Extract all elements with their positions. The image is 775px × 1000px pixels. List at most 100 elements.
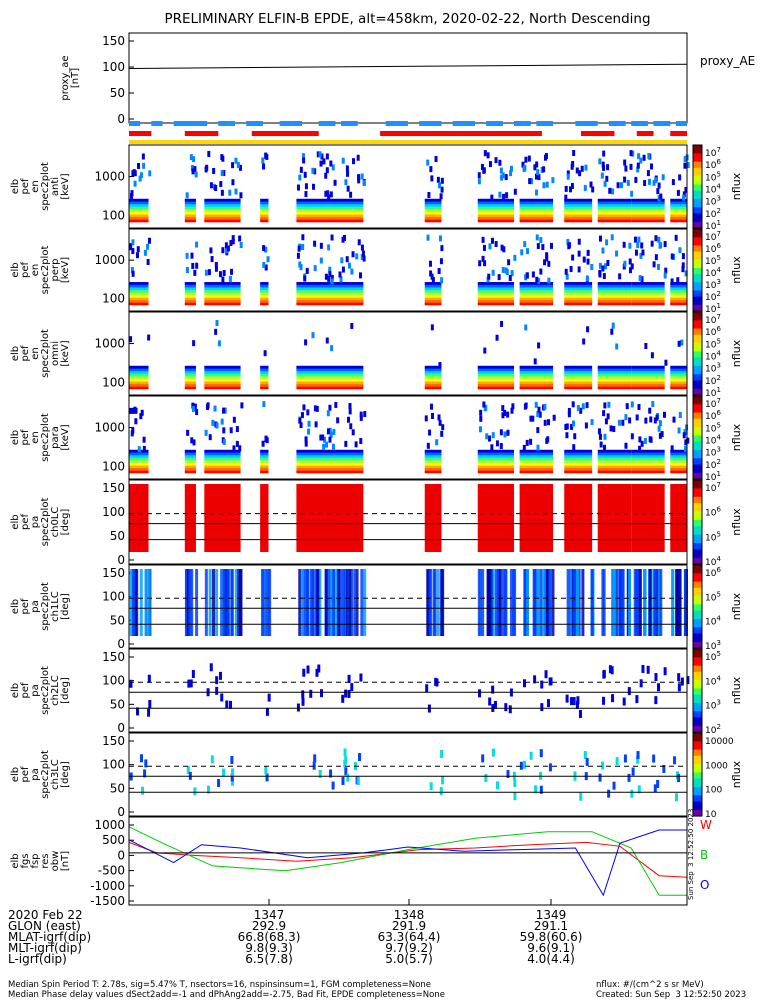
- panel-pef_en_spec2plot_perp-ylabel-line: pef: [20, 262, 31, 279]
- panel-pef_pa_spec2plot_ch1LC-flux-column: [135, 569, 139, 636]
- panel-pef_pa_spec2plot_ch1LC-colorbar-band: [693, 631, 702, 635]
- panel-pef_en_spec2plot_perp-flux-speck: [351, 251, 355, 258]
- panel-pef_en_spec2plot_anti-energy-band: [597, 201, 632, 205]
- panel-pef_en_spec2plot_perp-flux-speck: [330, 274, 334, 281]
- panel-pef_en_spec2plot_omni-energy-band: [631, 365, 665, 369]
- panel-pef_pa_spec2plot_ch0LC-ylabel-line: spec2plot: [40, 498, 51, 547]
- panel-pef_en_spec2plot_omni-colorbar-band: [693, 361, 702, 365]
- panel-pef_en_spec2plot_para-flux-speck: [603, 433, 607, 440]
- panel-pef_en_spec2plot_para-energy-band: [631, 449, 665, 453]
- panel-pef_en_spec2plot_perp-flux-speck: [664, 267, 668, 274]
- panel-pef_en_spec2plot_para-flux-speck: [359, 414, 363, 421]
- panel-pef_en_spec2plot_perp-energy-band: [260, 292, 269, 296]
- panel-pef_en_spec2plot_perp-energy-band: [477, 289, 515, 293]
- panel-pef_en_spec2plot_para-flux-speck: [640, 440, 644, 447]
- panel-pef_en_spec2plot_perp-flux-speck: [622, 241, 626, 248]
- panel-pef_en_spec2plot_anti-flux-speck: [430, 175, 434, 182]
- panel-pef_en_spec2plot_anti-energy-band: [184, 198, 196, 202]
- panel-pef_en_spec2plot_anti-flux-speck: [686, 162, 690, 169]
- panel-pef_en_spec2plot_omni-colorbar-band: [693, 324, 702, 328]
- panel-pef_pa_spec2plot_ch1LC-flux-column: [353, 569, 357, 636]
- panel-pef_en_spec2plot_para-energy-band: [564, 454, 593, 458]
- panel-pef_pa_spec2plot_ch3LC-colorbar-frame: [692, 732, 703, 817]
- panel-pef_en_spec2plot_anti-energy-band: [597, 214, 632, 218]
- panel-pef_en_spec2plot_para-energy-band: [260, 462, 269, 466]
- panel-pef_en_spec2plot_anti-flux-speck: [535, 161, 539, 168]
- panel-pef_en_spec2plot_para-flux-speck: [538, 411, 542, 418]
- panel-pef_en_spec2plot_para-energy-band: [204, 454, 241, 458]
- panel-pef_en_spec2plot_para-colorbar-band: [693, 466, 702, 470]
- panel-pef_pa_spec2plot_ch0LC-ylabel-line: [deg]: [60, 509, 71, 536]
- panel-pef_en_spec2plot_anti-energy-band: [204, 198, 241, 202]
- panel-pef_en_spec2plot_perp-flux-speck: [264, 264, 268, 271]
- panel-pef_pa_spec2plot_ch1LC-flux-column: [481, 569, 485, 636]
- panel-pef_en_spec2plot_perp-energy-band: [184, 284, 196, 288]
- panel-pef_en_spec2plot_anti-energy-band: [260, 214, 269, 218]
- panel-pef_pa_spec2plot_ch2LC-frame: [128, 648, 688, 733]
- panel-pef_en_spec2plot_perp-frame: [128, 228, 688, 312]
- panel-pef_en_spec2plot_omni-flux-speck: [586, 326, 590, 333]
- panel-pef_en_spec2plot_perp-energy-band: [184, 282, 196, 285]
- panel-pef_en_spec2plot_perp-energy-band: [519, 284, 554, 288]
- panel-pef_en_spec2plot_anti-ylabel-line: en: [30, 180, 41, 193]
- panel-pef_en_spec2plot_para-flux-speck: [658, 420, 662, 427]
- panel-pef_en_spec2plot_para-flux-speck: [531, 415, 535, 422]
- panel-pef_en_spec2plot_para-energy-band: [670, 460, 687, 463]
- panel-pef_en_spec2plot_para-flux-speck: [229, 427, 233, 434]
- panel-pef_pa_spec2plot_ch3LC-flux-speck: [623, 754, 627, 763]
- panel-pef_pa_spec2plot_ch3LC-flux-speck: [612, 781, 616, 790]
- panel-pef_en_spec2plot_omni-colorbar-band: [693, 359, 702, 363]
- panel-pef_en_spec2plot_anti-flux-speck: [671, 179, 675, 186]
- panel-pef_en_spec2plot_para-colorbar-band: [693, 408, 702, 412]
- panel-pef_pa_spec2plot_ch3LC-colorbar-band: [693, 749, 702, 753]
- panel-pef_en_spec2plot_anti-energy-band: [184, 203, 196, 207]
- panel-pef_en_spec2plot_para-flux-speck: [572, 444, 576, 451]
- panel-pef_pa_spec2plot_ch3LC-colorbar-band: [693, 753, 702, 757]
- panel-pef_en_spec2plot_anti-colorbar-band: [693, 155, 702, 159]
- panel-pef_en_spec2plot_anti-energy-band: [631, 214, 665, 218]
- footer-row-value: 9.8(9.3): [245, 941, 293, 955]
- panel-pef_pa_spec2plot_ch1LC-flux-column: [620, 569, 624, 636]
- panel-pef_pa_spec2plot_ch2LC-flux-speck: [540, 703, 544, 712]
- panel-pef_en_spec2plot_para-energy-band: [296, 460, 364, 463]
- panel-pef_en_spec2plot_perp-flux-speck: [239, 242, 243, 249]
- panel-pef_en_spec2plot_anti-flux-speck: [620, 182, 624, 189]
- panel-pef_pa_spec2plot_ch2LC-ytick-label: 150: [102, 650, 125, 664]
- panel-pef_en_spec2plot_anti-colorbar-band: [693, 207, 702, 210]
- panel-pef_pa_spec2plot_ch2LC-flux-speck: [147, 708, 151, 717]
- panel-pef_pa_spec2plot_ch3LC-flux-speck: [193, 787, 197, 796]
- panel-pef_en_spec2plot_omni-energy-band: [424, 368, 442, 372]
- panel-pef_en_spec2plot_omni-energy-band: [296, 383, 364, 387]
- panel-pef_en_spec2plot_omni-energy-band: [260, 381, 269, 385]
- panel-pef_en_spec2plot_perp-energy-band: [204, 294, 241, 298]
- panel-pef_pa_spec2plot_ch2LC-flux-speck: [347, 689, 351, 698]
- panel-pef_pa_spec2plot_ch1LC-flux-column: [298, 569, 302, 636]
- panel-pef_en_spec2plot_omni-colorbar-band: [693, 334, 702, 338]
- panel-pef_en_spec2plot_anti-flux-speck: [684, 186, 688, 193]
- panel-pef_en_spec2plot_perp-energy-band: [597, 294, 632, 298]
- panel-fgs_fsp_res_obw-ytick-label: -1500: [90, 894, 125, 908]
- panel-pef_en_spec2plot_para-energy-band: [424, 449, 442, 453]
- panel-pef_en_spec2plot_anti-ylabel-line: anti: [50, 177, 61, 196]
- panel-pef_en_spec2plot_perp-colorbar-band: [693, 263, 702, 267]
- panel-pef_en_spec2plot_para-flux-speck: [265, 437, 269, 444]
- panel-pef_pa_spec2plot_ch3LC-flux-speck: [346, 773, 350, 782]
- panel-pef_en_spec2plot_para-flux-speck: [495, 440, 499, 447]
- panel-pef_en_spec2plot_perp-energy-band: [631, 292, 665, 296]
- panel-pef_en_spec2plot_anti-flux-speck: [238, 164, 242, 171]
- panel-pef_en_spec2plot_omni-ytick-label: 1000: [94, 337, 125, 351]
- panel-pef_pa_spec2plot_ch2LC-ylabel-line: pa: [30, 684, 41, 696]
- panel-pef_en_spec2plot_para-energy-band: [597, 454, 632, 458]
- panel-pef_pa_spec2plot_ch1LC-flux-column: [316, 569, 320, 636]
- panel-pef_pa_spec2plot_ch2LC-flux-speck: [350, 683, 354, 692]
- panel-pef_en_spec2plot_anti-flux-speck: [626, 179, 630, 186]
- panel-pef_en_spec2plot_perp-flux-speck: [131, 239, 135, 246]
- panel-pef_pa_spec2plot_ch2LC-flux-speck: [654, 673, 658, 682]
- panel-pef_en_spec2plot_anti-flux-speck: [311, 183, 315, 190]
- panel-pef_en_spec2plot_para-energy-band: [204, 452, 241, 456]
- panel-pef_en_spec2plot_para-ylabel-line: pef: [20, 429, 31, 446]
- panel-pef_pa_spec2plot_ch0LC-flux-block: [477, 484, 515, 552]
- panel-pef_en_spec2plot_perp-flux-speck: [547, 277, 551, 284]
- panel-pef_en_spec2plot_anti-colorbar-band: [693, 169, 702, 173]
- panel-pef_en_spec2plot_anti-energy-band: [204, 216, 241, 220]
